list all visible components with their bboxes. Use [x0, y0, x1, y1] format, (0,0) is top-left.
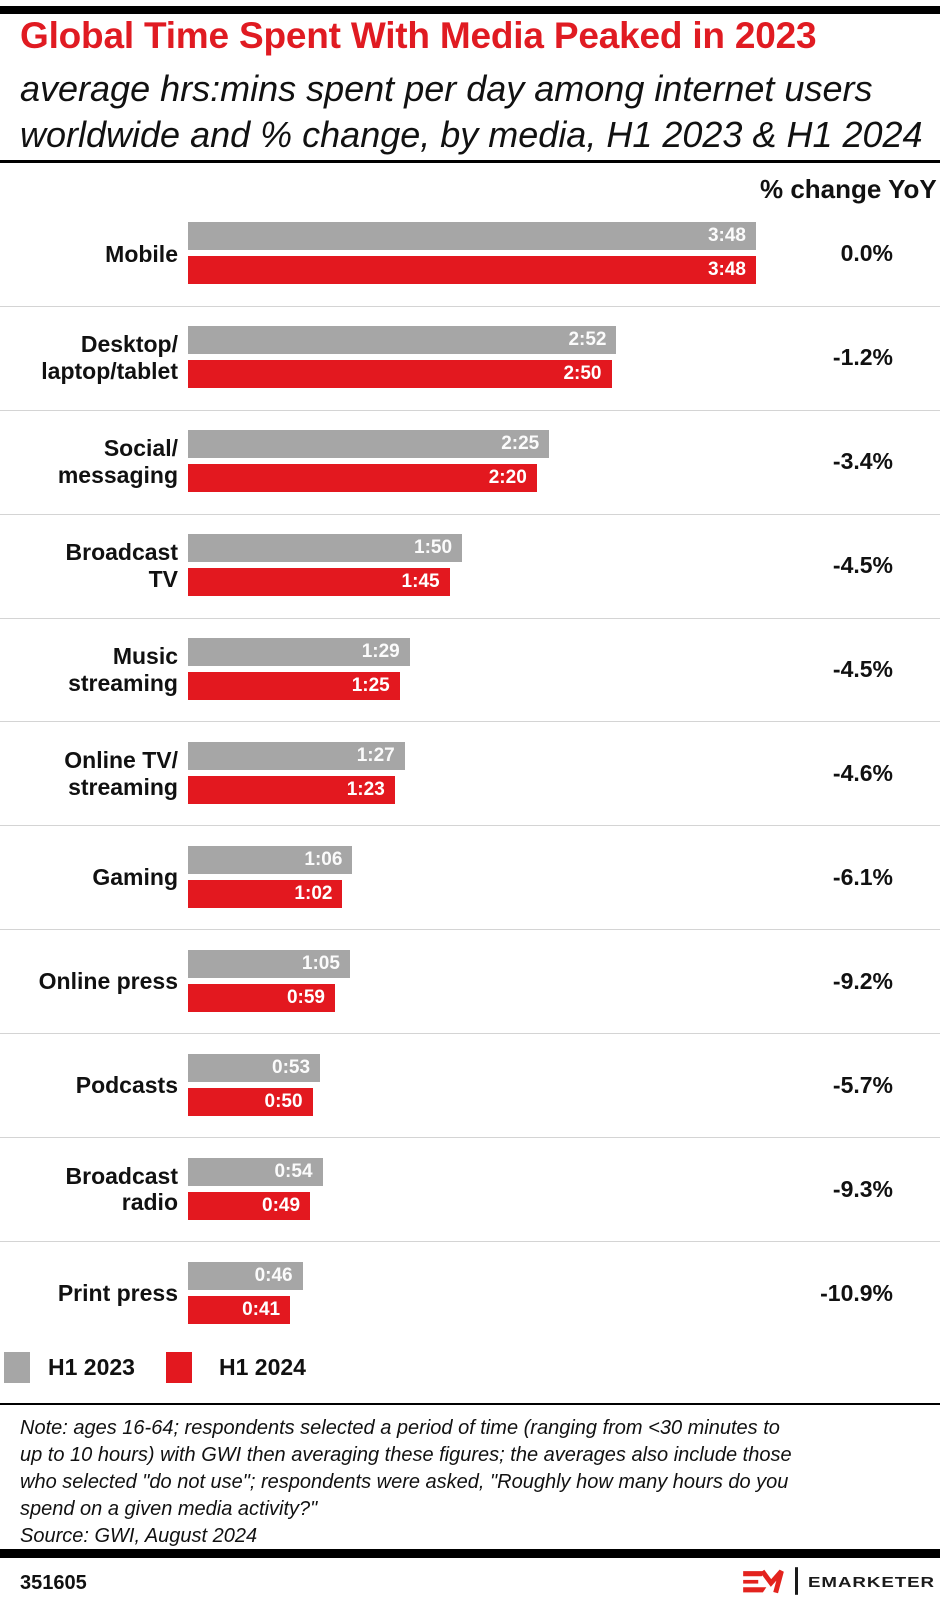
svg-text:EMARKETER: EMARKETER [808, 1575, 935, 1591]
